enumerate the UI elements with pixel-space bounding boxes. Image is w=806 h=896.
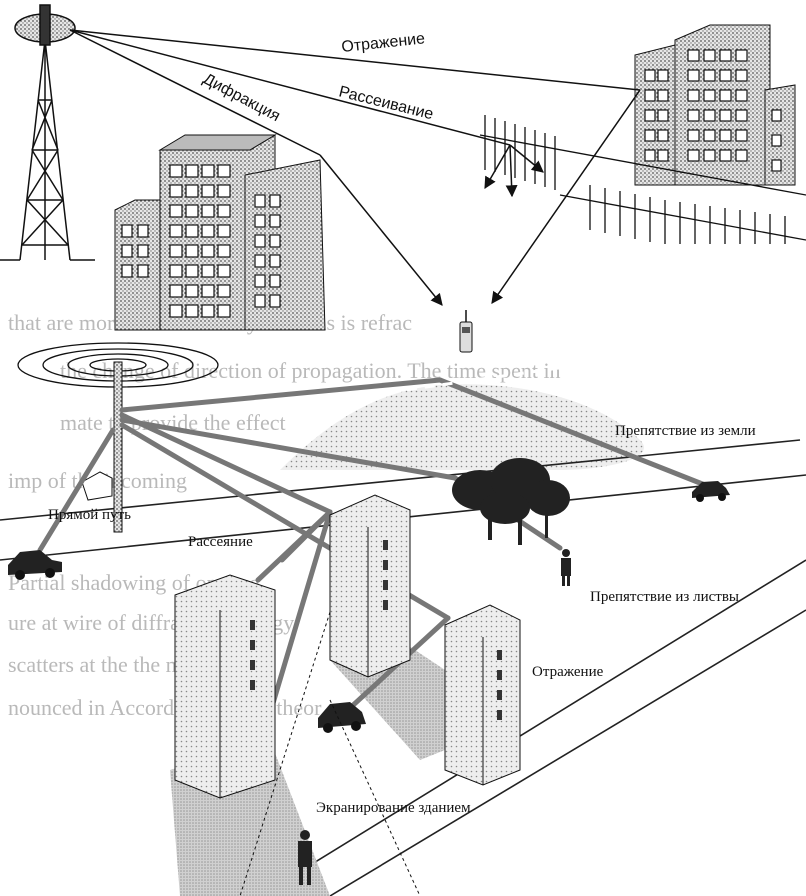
propagation-rays-top	[69, 29, 641, 306]
apartment-building-right	[634, 24, 796, 186]
label-scattering-top: Рассеивание	[337, 83, 435, 123]
label-diffraction: Дифракция	[200, 71, 283, 126]
label-foliage-obstacle: Препятствие из листвы	[590, 589, 739, 605]
label-building-shadowing: Экранирование зданием	[316, 800, 471, 816]
mobile-phone-icon	[459, 310, 473, 353]
pedestrian-icon	[561, 549, 571, 586]
car-icon-left	[8, 550, 62, 580]
car-icon-center	[318, 702, 366, 733]
street-building-1	[174, 574, 276, 799]
car-icon-right	[692, 481, 730, 502]
hill	[280, 384, 644, 470]
shadowing-lines	[239, 611, 421, 896]
pedestrian-icon	[298, 830, 312, 885]
label-ground-obstacle: Препятствие из земли	[615, 423, 756, 439]
trees	[452, 458, 570, 545]
label-direct-path: Прямой путь	[48, 507, 131, 523]
street-building-3	[444, 604, 521, 786]
street-building-2	[329, 494, 411, 678]
transmission-tower	[0, 4, 95, 261]
label-scattering: Рассеяние	[188, 534, 253, 550]
label-reflection-bottom: Отражение	[532, 664, 604, 680]
label-reflection-top: Отражение	[341, 30, 426, 56]
fence	[479, 115, 806, 244]
base-station	[17, 342, 219, 533]
apartment-building-left	[114, 134, 326, 331]
